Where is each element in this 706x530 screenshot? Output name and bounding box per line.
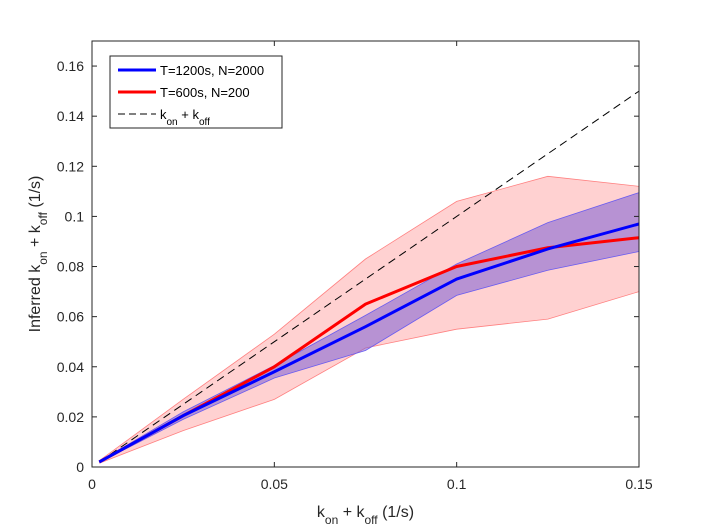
- legend: T=1200s, N=2000 T=600s, N=200 kon + koff: [109, 55, 283, 129]
- label-text-part: T=1200s, N=2000: [160, 63, 264, 78]
- label-text-part: + k: [178, 107, 200, 122]
- x-tick-label: 0: [88, 476, 96, 492]
- label-subscript: off: [199, 117, 210, 128]
- y-axis-ticks: 0 0.02 0.04 0.06 0.08 0.1 0.12 0.14 0.16: [57, 58, 639, 475]
- label-subscript: on: [167, 117, 178, 128]
- label-text-part: (1/s): [378, 504, 414, 521]
- label-text-part: + k: [338, 504, 365, 521]
- label-text-part: k: [317, 504, 326, 521]
- x-axis-label: kon + koff (1/s): [317, 504, 414, 527]
- label-text-part: T=600s, N=200: [160, 85, 250, 100]
- legend-label: T=1200s, N=2000: [160, 63, 264, 78]
- series-line-identity: [99, 90, 640, 463]
- y-tick-label: 0.14: [57, 108, 84, 124]
- label-subscript: on: [36, 251, 50, 264]
- label-text-part: + k: [27, 224, 44, 251]
- y-tick-label: 0.08: [57, 259, 84, 275]
- label-subscript: off: [365, 513, 379, 527]
- series-line-blue: [98, 222, 640, 464]
- y-axis-label: Inferred kon + koff (1/s): [27, 176, 50, 333]
- y-tick-label: 0.1: [65, 208, 85, 224]
- legend-label: T=600s, N=200: [160, 85, 250, 100]
- x-tick-label: 0.05: [261, 476, 288, 492]
- label-text-part: Inferred k: [27, 264, 44, 333]
- y-tick-label: 0.16: [57, 58, 84, 74]
- x-axis-ticks: 0 0.05 0.1 0.15: [88, 41, 653, 492]
- legend-label: kon + koff: [160, 107, 210, 128]
- label-text-part: k: [160, 107, 167, 122]
- label-subscript: off: [36, 211, 50, 225]
- y-tick-label: 0.12: [57, 158, 84, 174]
- x-tick-label: 0.15: [625, 476, 652, 492]
- y-tick-label: 0.06: [57, 309, 84, 325]
- plot-area-box: [91, 40, 640, 468]
- label-text-part: (1/s): [27, 176, 44, 212]
- band-upper-edge: [99, 175, 640, 462]
- y-tick-label: 0: [76, 459, 84, 475]
- band-upper-edge: [99, 192, 640, 462]
- y-tick-label: 0.04: [57, 359, 84, 375]
- band-lower-edge: [99, 251, 640, 463]
- y-tick-label: 0.02: [57, 409, 84, 425]
- x-tick-label: 0.1: [447, 476, 467, 492]
- label-subscript: on: [325, 513, 338, 527]
- series-lines: [98, 90, 640, 464]
- band-blue: [99, 192, 639, 463]
